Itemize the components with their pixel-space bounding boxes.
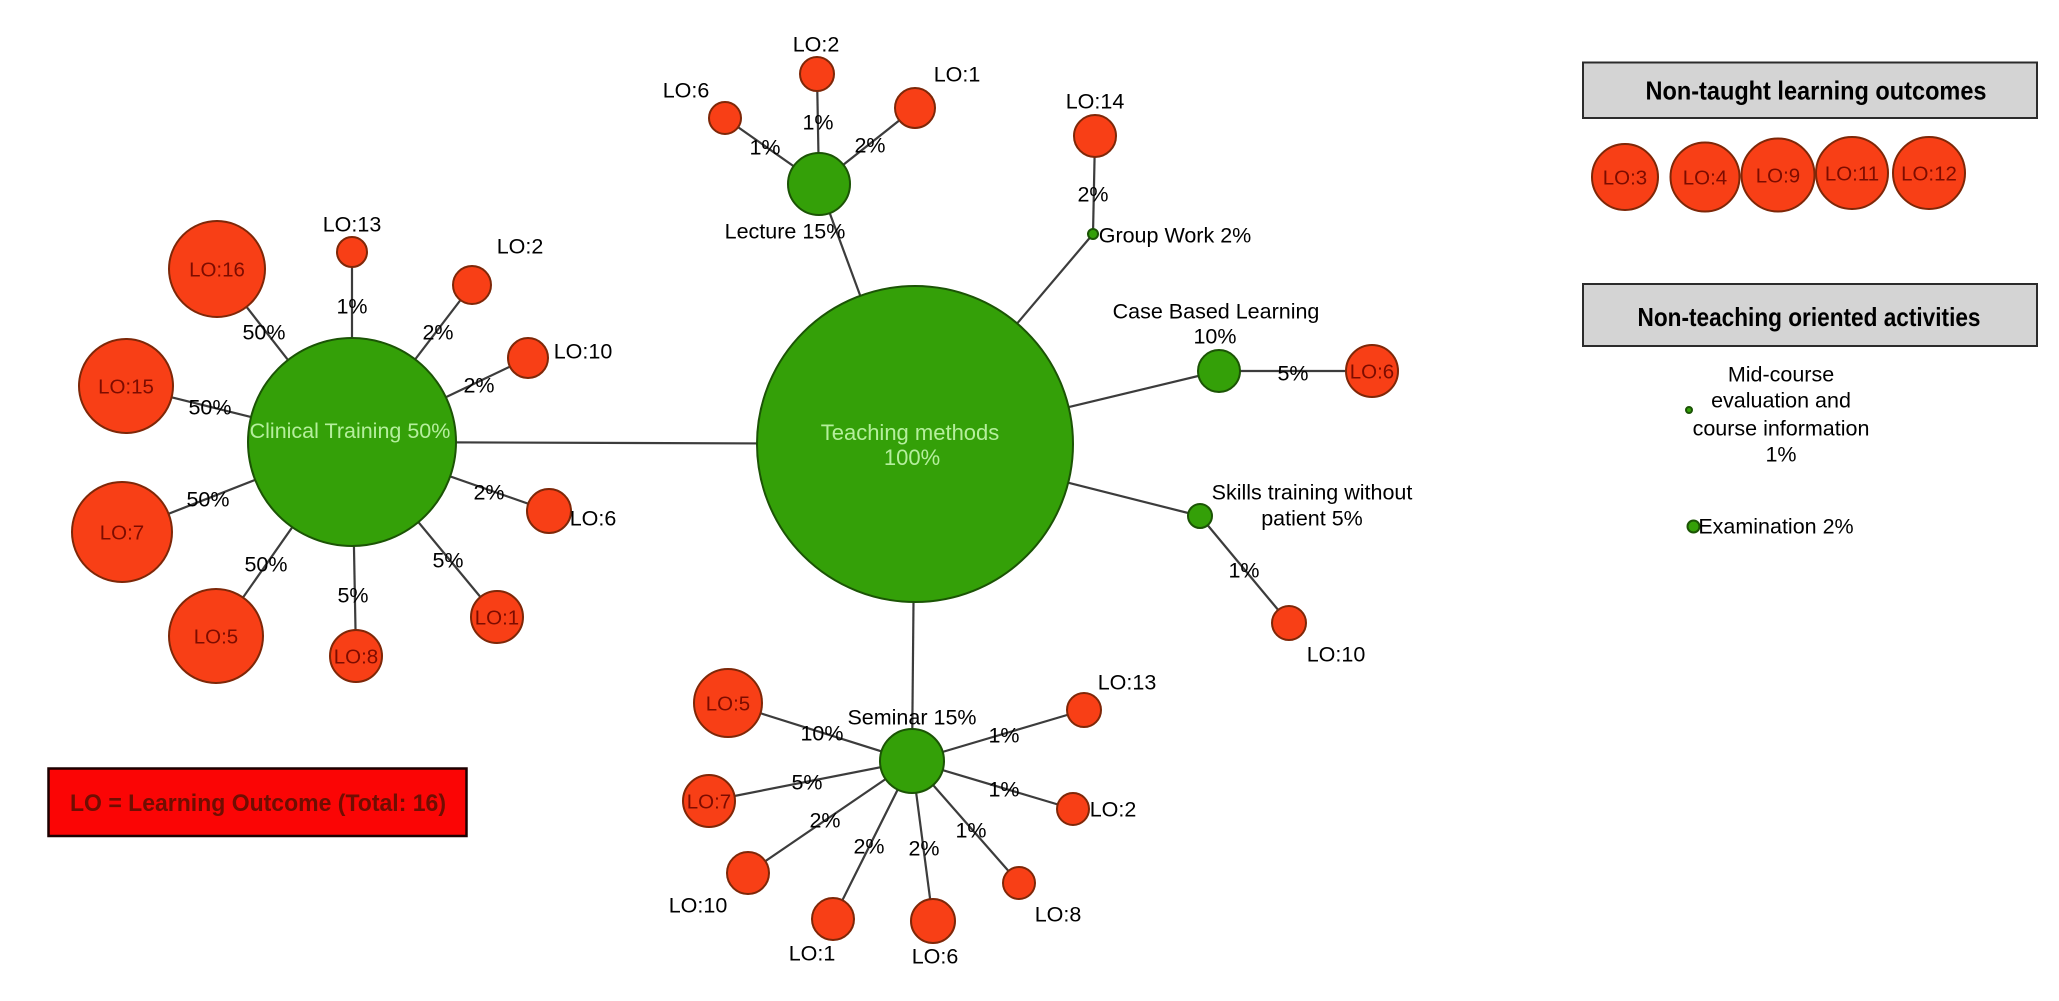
- svg-text:Teaching methods: Teaching methods: [821, 420, 1000, 445]
- svg-text:LO:6: LO:6: [570, 507, 617, 531]
- svg-text:50%: 50%: [186, 488, 229, 512]
- svg-text:Non-taught learning outcomes: Non-taught learning outcomes: [1646, 76, 1987, 106]
- svg-text:LO:5: LO:5: [706, 693, 750, 716]
- svg-text:5%: 5%: [432, 549, 463, 573]
- svg-text:LO:3: LO:3: [1603, 167, 1647, 190]
- svg-text:2%: 2%: [809, 809, 840, 833]
- svg-text:LO:6: LO:6: [663, 79, 710, 103]
- svg-text:LO:10: LO:10: [669, 894, 728, 918]
- svg-text:LO:2: LO:2: [793, 33, 840, 57]
- svg-text:LO:1: LO:1: [934, 63, 981, 87]
- svg-text:1%: 1%: [1228, 559, 1259, 583]
- svg-text:evaluation and: evaluation and: [1711, 389, 1851, 413]
- svg-text:50%: 50%: [242, 321, 285, 345]
- svg-text:LO:13: LO:13: [1098, 671, 1157, 695]
- svg-text:10%: 10%: [1193, 325, 1236, 349]
- svg-text:1%: 1%: [988, 724, 1019, 748]
- svg-text:LO:9: LO:9: [1756, 165, 1800, 188]
- svg-text:Lecture 15%: Lecture 15%: [725, 220, 846, 244]
- svg-text:patient 5%: patient 5%: [1261, 507, 1363, 531]
- svg-text:LO:7: LO:7: [100, 522, 144, 545]
- svg-text:1%: 1%: [955, 819, 986, 843]
- svg-text:50%: 50%: [188, 396, 231, 420]
- svg-text:LO:6: LO:6: [1350, 361, 1394, 384]
- svg-text:2%: 2%: [422, 321, 453, 345]
- svg-text:LO:8: LO:8: [1035, 903, 1082, 927]
- svg-text:LO:6: LO:6: [912, 945, 959, 969]
- svg-text:1%: 1%: [336, 295, 367, 319]
- svg-text:LO:11: LO:11: [1825, 163, 1879, 186]
- svg-text:1%: 1%: [802, 111, 833, 135]
- svg-text:Clinical Training 50%: Clinical Training 50%: [250, 419, 451, 443]
- svg-text:Seminar 15%: Seminar 15%: [847, 706, 976, 730]
- svg-text:LO:13: LO:13: [323, 213, 382, 237]
- svg-text:LO:12: LO:12: [1901, 163, 1957, 186]
- svg-text:course information: course information: [1693, 417, 1870, 441]
- svg-text:LO:14: LO:14: [1066, 90, 1125, 114]
- svg-text:2%: 2%: [854, 134, 885, 158]
- svg-text:1%: 1%: [988, 778, 1019, 802]
- svg-text:2%: 2%: [473, 481, 504, 505]
- svg-text:LO:1: LO:1: [789, 942, 836, 966]
- svg-text:LO:8: LO:8: [334, 646, 378, 669]
- svg-text:2%: 2%: [908, 837, 939, 861]
- svg-text:2%: 2%: [463, 374, 494, 398]
- svg-text:Group Work 2%: Group Work 2%: [1099, 224, 1252, 248]
- svg-text:LO:10: LO:10: [554, 340, 613, 364]
- svg-text:LO:2: LO:2: [1090, 798, 1137, 822]
- svg-text:LO:4: LO:4: [1683, 167, 1727, 190]
- svg-text:Non-teaching oriented activiti: Non-teaching oriented activities: [1638, 302, 1981, 332]
- svg-text:Case Based Learning: Case Based Learning: [1113, 300, 1320, 324]
- svg-text:LO:7: LO:7: [687, 791, 731, 814]
- svg-text:Mid-course: Mid-course: [1728, 363, 1834, 387]
- svg-text:2%: 2%: [853, 835, 884, 859]
- svg-text:5%: 5%: [337, 584, 368, 608]
- svg-text:LO:1: LO:1: [475, 607, 519, 630]
- svg-text:LO:5: LO:5: [194, 626, 238, 649]
- svg-text:LO:2: LO:2: [497, 235, 544, 259]
- svg-text:5%: 5%: [791, 771, 822, 795]
- svg-text:5%: 5%: [1277, 362, 1308, 386]
- svg-text:1%: 1%: [749, 136, 780, 160]
- svg-text:50%: 50%: [244, 553, 287, 577]
- svg-text:Examination 2%: Examination 2%: [1698, 515, 1853, 539]
- svg-text:LO = Learning Outcome (Total:: LO = Learning Outcome (Total: 16): [70, 790, 446, 817]
- svg-text:2%: 2%: [1077, 183, 1108, 207]
- svg-text:LO:10: LO:10: [1307, 643, 1366, 667]
- svg-text:Skills training without: Skills training without: [1212, 481, 1413, 505]
- svg-text:1%: 1%: [1765, 443, 1796, 467]
- svg-text:100%: 100%: [884, 445, 940, 470]
- svg-text:LO:15: LO:15: [98, 376, 154, 399]
- svg-text:10%: 10%: [800, 722, 843, 746]
- svg-text:LO:16: LO:16: [189, 259, 245, 282]
